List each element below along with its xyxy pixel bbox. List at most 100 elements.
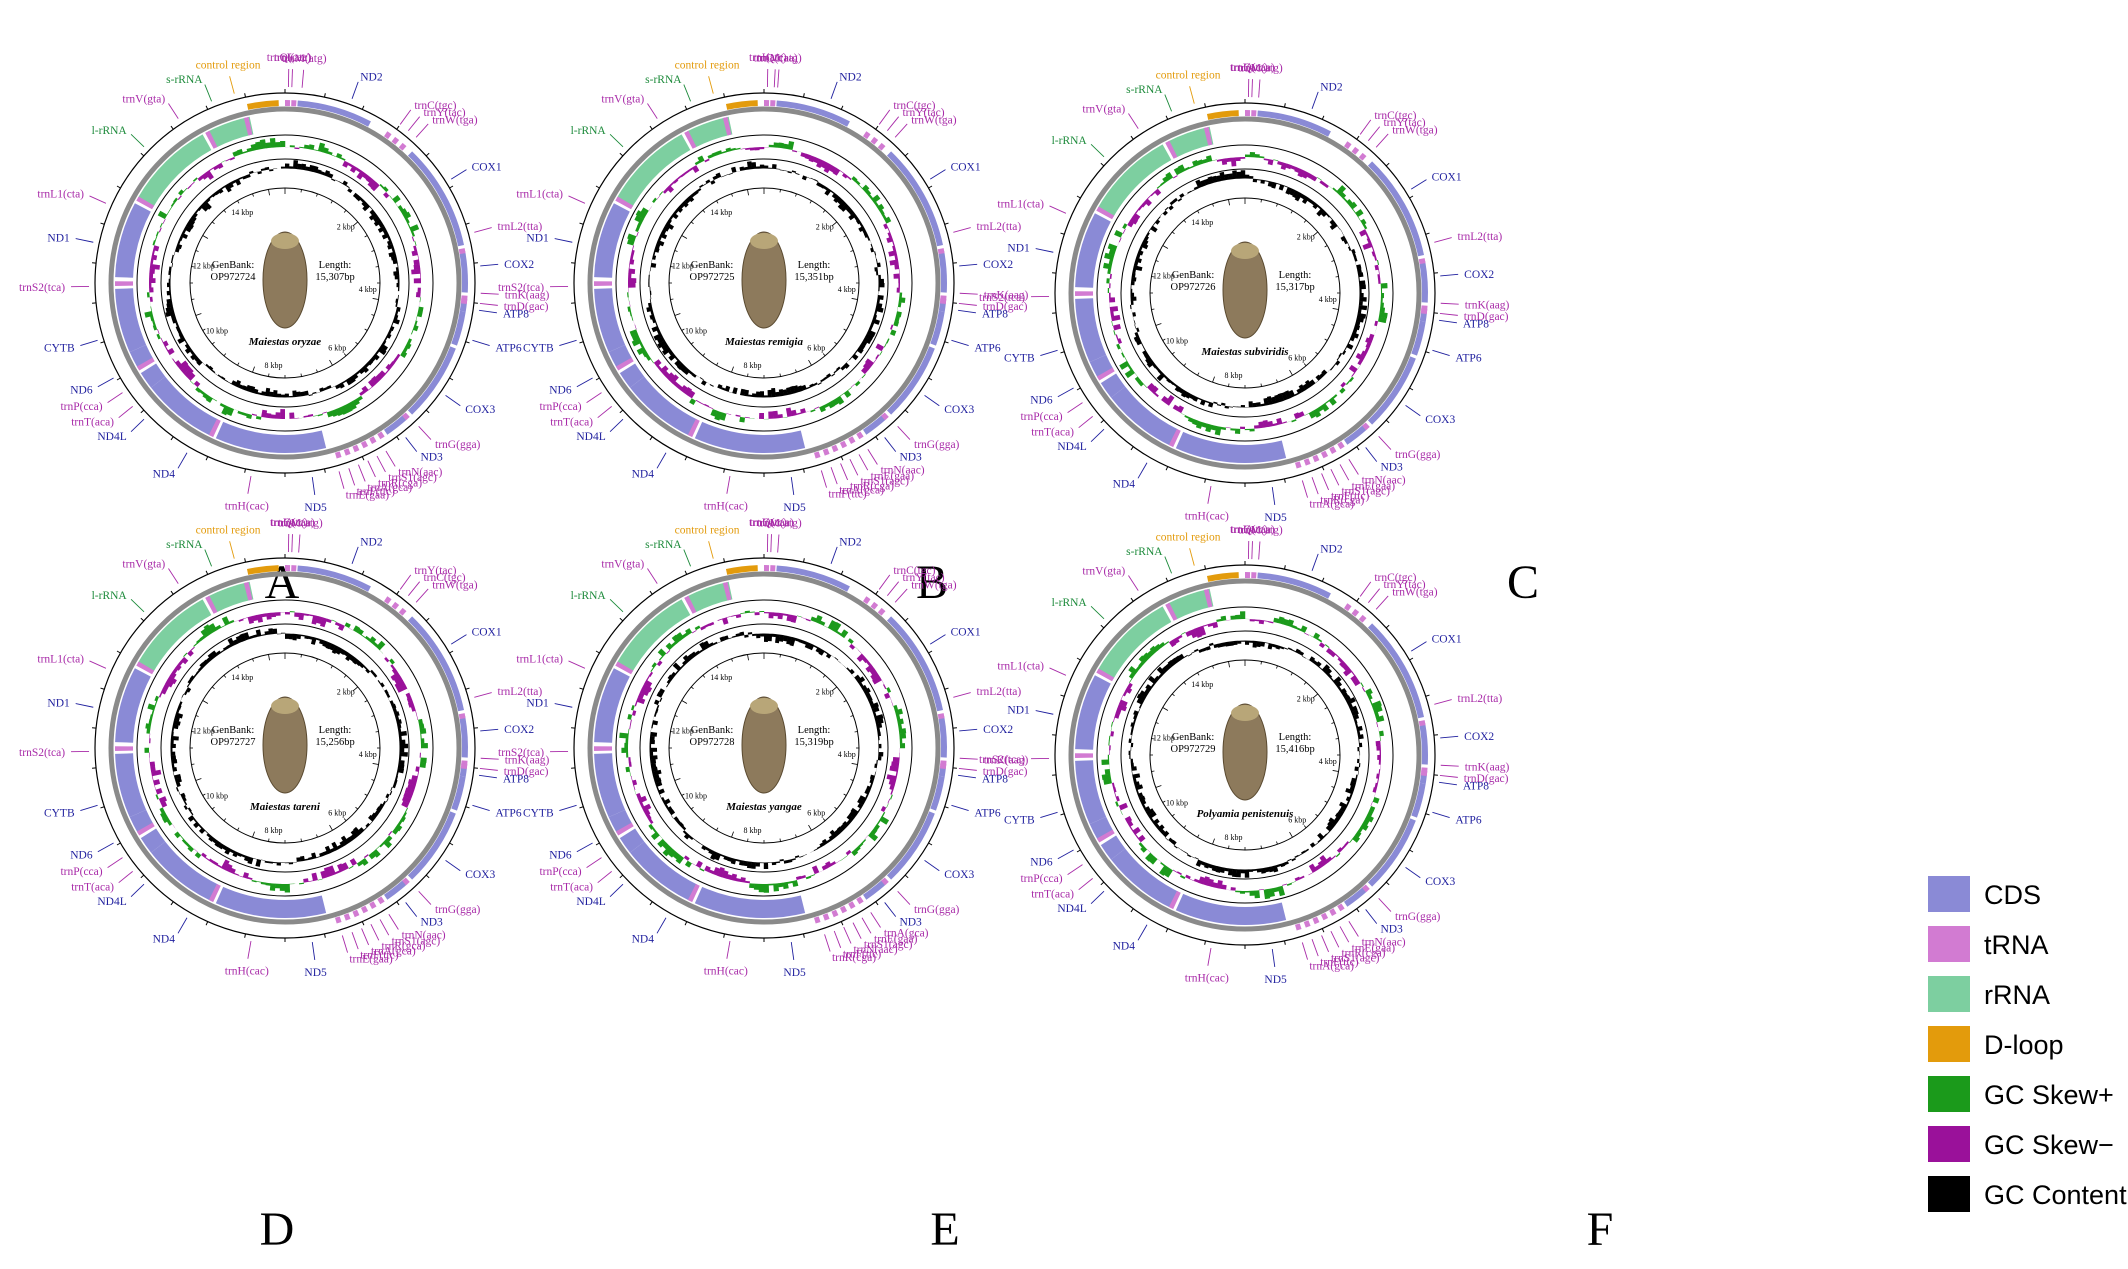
kbp-tick <box>809 200 812 204</box>
kbp-tick <box>1151 770 1155 772</box>
gene-label-trnl2-tta-: trnL2(tta) <box>977 686 1022 698</box>
gc-skew-bar <box>630 775 633 781</box>
outer-tick <box>116 185 121 189</box>
gc-skew-bar <box>629 301 631 307</box>
gene-label-trnm-atg-: trnM(atg) <box>1238 63 1283 75</box>
gc-skew-bar <box>883 223 889 230</box>
trna-arc <box>460 298 468 305</box>
gc-content-bar <box>1208 401 1214 408</box>
outer-tick <box>1060 351 1065 354</box>
gc-skew-bar <box>1372 787 1377 793</box>
kbp-tick <box>1332 770 1339 772</box>
gc-skew-bar <box>1379 750 1381 756</box>
gc-skew-bar <box>695 860 703 869</box>
gc-content-bar <box>395 715 400 721</box>
kbp-tick <box>850 250 854 252</box>
gc-skew-bar <box>854 845 861 852</box>
trna-arc <box>937 713 945 720</box>
label-leader <box>118 870 133 884</box>
gc-skew-bar <box>1357 216 1361 222</box>
gc-content-bar <box>687 653 694 661</box>
gc-skew-bar <box>1137 205 1143 211</box>
gc-content-bar <box>1288 389 1296 398</box>
gc-skew-bar <box>1352 208 1356 214</box>
label-leader <box>951 804 969 811</box>
outer-tick <box>1385 419 1390 424</box>
gc-content-bar <box>862 229 867 235</box>
gc-skew-bar <box>327 151 333 156</box>
gene-label-trnk-aag-: trnK(aag) <box>1465 762 1510 774</box>
gc-content-bar <box>193 818 198 823</box>
label-leader <box>1405 405 1421 417</box>
trna-arc <box>862 596 871 605</box>
gc-content-bar <box>1359 284 1366 290</box>
gene-label-atp8: ATP8 <box>1463 319 1489 331</box>
gc-skew-bar <box>269 883 276 891</box>
gc-content-bar <box>165 306 174 313</box>
gc-content-bar <box>1131 766 1137 771</box>
gc-content-bar <box>345 377 353 386</box>
gc-skew-bar <box>768 411 774 419</box>
gc-skew-bar <box>385 363 393 371</box>
gc-skew-bar <box>322 147 329 154</box>
gc-skew-bar <box>261 613 267 618</box>
gc-content-bar <box>1332 676 1342 685</box>
species-name: Polyamia penistenuis <box>1197 808 1294 820</box>
gc-content-bar <box>1309 842 1316 848</box>
gc-skew-bar <box>627 233 637 241</box>
gc-content-bar <box>1356 316 1365 323</box>
gc-content-bar <box>238 384 244 390</box>
gc-content-bar <box>1346 697 1356 705</box>
gc-skew-bar <box>166 819 173 826</box>
gc-content-bar <box>649 739 655 745</box>
legend-label: GC Skew+ <box>1984 1080 2114 1110</box>
gene-label-s-rrna: s-rRNA <box>166 74 203 86</box>
gc-content-bar <box>702 183 707 186</box>
gc-content-bar <box>1326 213 1331 218</box>
label-leader <box>1434 699 1452 705</box>
gc-content-bar <box>1138 708 1141 713</box>
outer-tick <box>324 933 326 938</box>
gene-arc-nd2 <box>1257 110 1331 137</box>
gc-skew-bar <box>144 747 150 753</box>
gc-skew-bar <box>886 774 898 782</box>
gc-content-bar <box>656 786 660 791</box>
gc-content-bar <box>392 259 398 265</box>
kbp-tick <box>1162 707 1169 711</box>
length-label: Length: <box>1279 732 1312 743</box>
trna-arc <box>615 196 634 210</box>
label-leader <box>1128 575 1139 591</box>
gene-arc-cox3 <box>1367 818 1416 887</box>
gene-label-atp8: ATP8 <box>503 309 529 321</box>
gc-skew-bar <box>1189 165 1195 169</box>
gc-content-bar <box>1165 663 1172 670</box>
label-leader <box>830 81 838 99</box>
kbp-tick <box>702 674 706 678</box>
gc-content-bar <box>736 393 741 395</box>
specimen-image <box>741 231 787 329</box>
trna-arc <box>360 905 369 914</box>
gene-arc-l-rrna <box>137 599 212 672</box>
gc-content-bar <box>214 840 221 848</box>
gc-skew-bar <box>1324 400 1330 405</box>
gc-skew-bar <box>768 612 774 619</box>
gc-skew-bar <box>167 347 175 356</box>
gene-label-trnw-tga-: trnW(tga) <box>911 115 957 127</box>
gc-content-bar <box>688 835 694 841</box>
gc-skew-bar <box>855 180 861 186</box>
gc-content-bar <box>365 668 371 674</box>
gene-label-cox2: COX2 <box>504 724 534 736</box>
gc-content-bar <box>171 254 174 260</box>
gc-skew-bar <box>684 170 690 175</box>
gc-content-bar <box>1159 213 1163 217</box>
gc-skew-bar <box>1263 620 1269 622</box>
label-leader <box>311 477 316 495</box>
label-leader <box>830 467 838 485</box>
gc-content-bar <box>874 310 878 316</box>
trna-arc <box>1245 572 1251 579</box>
gc-skew-bar <box>390 671 401 681</box>
gc-skew-bar <box>201 852 207 859</box>
gc-skew-bar <box>205 170 214 180</box>
label-leader <box>1439 775 1458 778</box>
gc-content-bar <box>823 185 829 191</box>
